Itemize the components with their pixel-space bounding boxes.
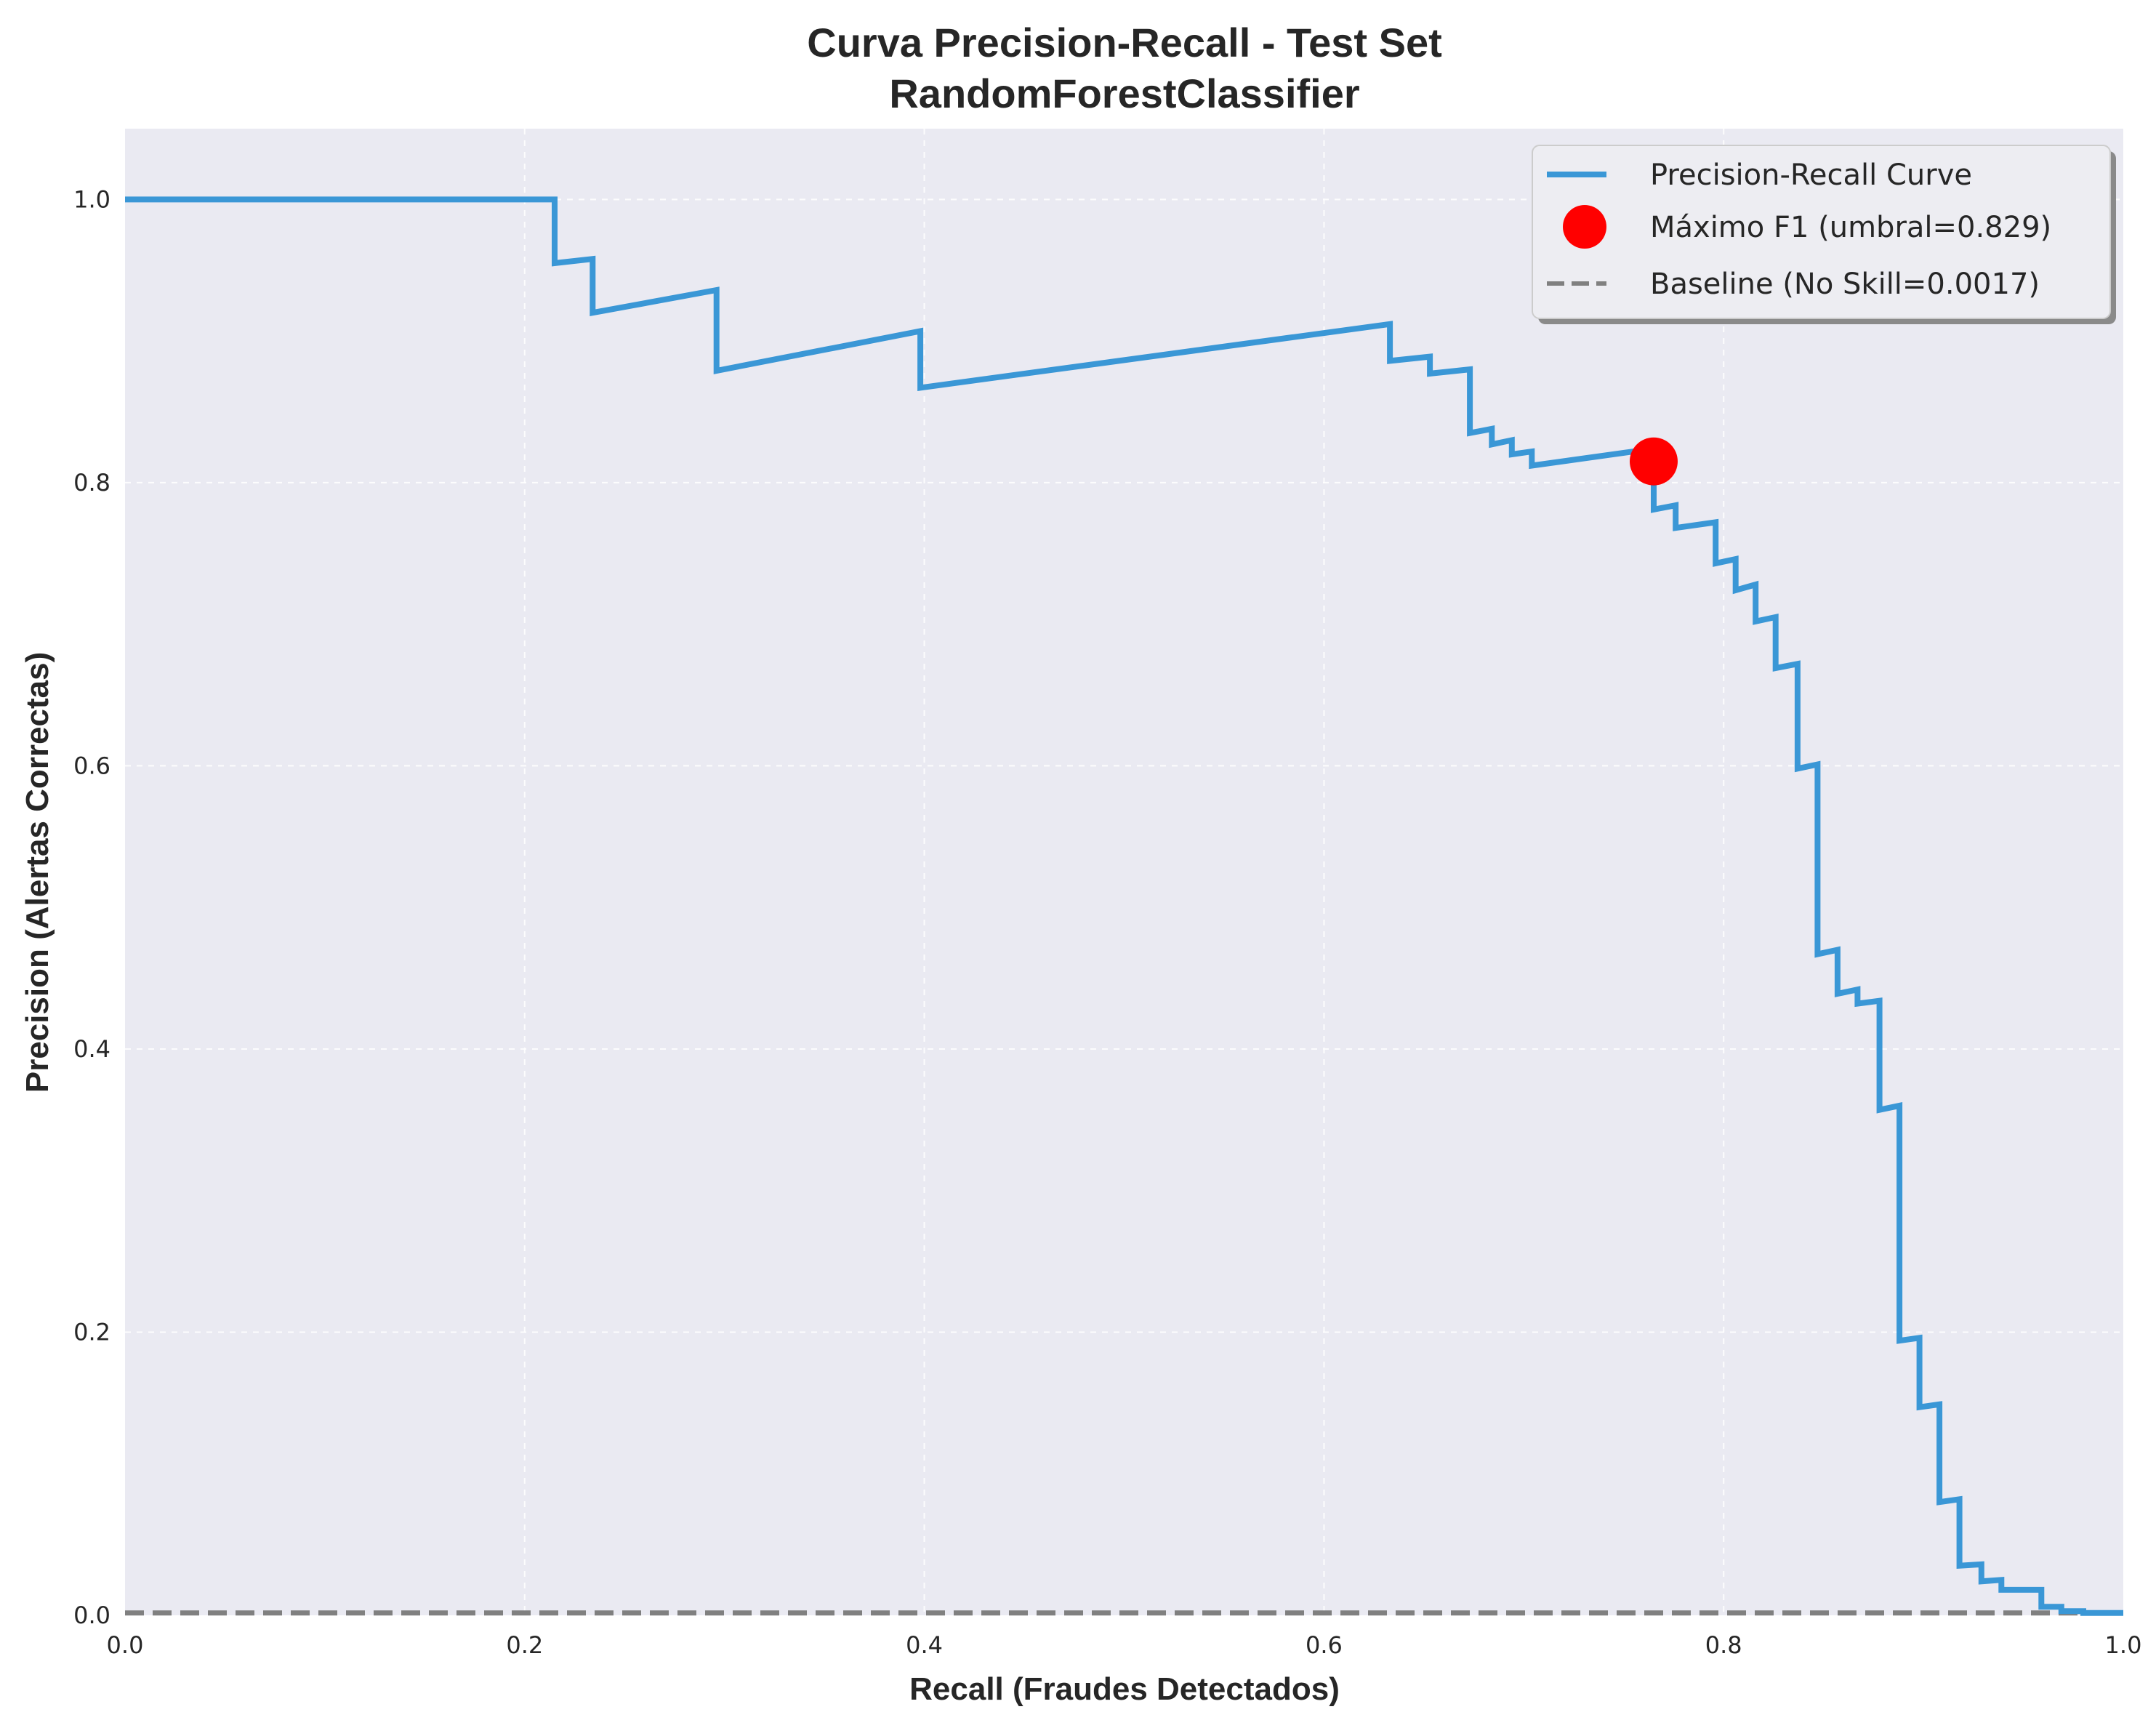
x-tick-label: 1.0 [2105,1631,2142,1659]
x-axis-label: Recall (Fraudes Detectados) [909,1671,1340,1707]
y-tick-label: 0.2 [73,1318,110,1346]
legend-marker-swatch [1563,205,1606,249]
y-axis-ticks: 0.0 0.2 0.4 0.6 0.8 1.0 [73,185,110,1629]
x-axis-ticks: 0.0 0.2 0.4 0.6 0.8 1.0 [107,1631,2142,1659]
precision-recall-curve [125,196,2123,1616]
y-tick-label: 0.8 [73,469,110,497]
x-tick-label: 0.6 [1306,1631,1343,1659]
legend-marker-label: Máximo F1 (umbral=0.829) [1650,211,2051,244]
legend-baseline-label: Baseline (No Skill=0.0017) [1650,268,2040,301]
y-tick-label: 0.0 [73,1602,110,1629]
x-tick-label: 0.4 [906,1631,943,1659]
y-tick-label: 0.6 [73,752,110,779]
chart-title: Curva Precision-Recall - Test Set [807,20,1442,65]
legend-box [1532,145,2111,319]
chart-subtitle: RandomForestClassifier [889,71,1359,116]
legend: Precision-Recall Curve Máximo F1 (umbral… [1532,145,2116,324]
legend-curve-label: Precision-Recall Curve [1650,158,1972,192]
x-tick-label: 0.0 [107,1631,144,1659]
y-tick-label: 0.4 [73,1035,110,1063]
curve-layer [125,196,2123,1616]
plot-area [125,129,2123,1615]
marker-layer [1629,437,1678,486]
x-tick-label: 0.8 [1705,1631,1742,1659]
x-tick-label: 0.2 [506,1631,543,1659]
y-axis-label: Precision (Alertas Correctas) [20,652,55,1093]
y-tick-label: 1.0 [73,185,110,213]
max-f1-point [1629,437,1678,486]
